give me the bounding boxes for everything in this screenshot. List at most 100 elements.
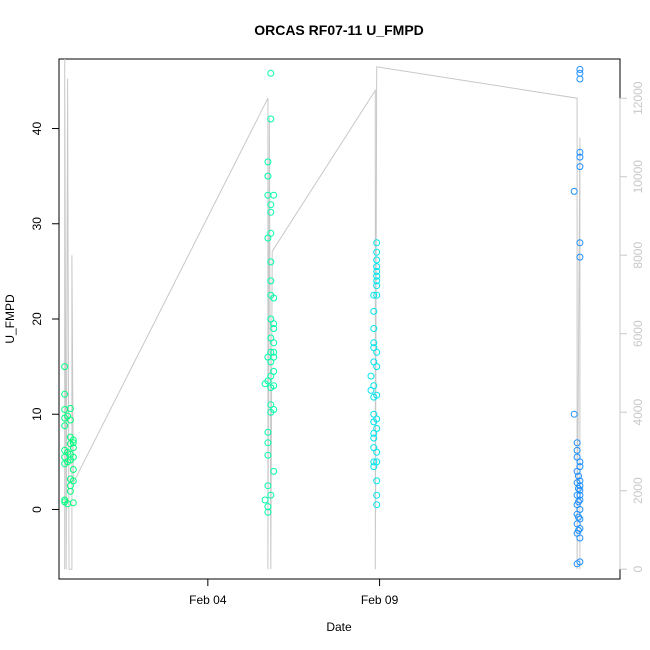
data-point (66, 416, 74, 424)
data-point (270, 382, 278, 390)
data-point (267, 491, 275, 499)
data-point (267, 115, 275, 123)
data-point (373, 458, 381, 466)
data-point (370, 339, 378, 347)
data-point (576, 491, 584, 499)
data-point (267, 277, 275, 285)
data-point (373, 501, 381, 509)
data-point (576, 163, 584, 171)
data-point (270, 406, 278, 413)
y2-axis: 0 2000 4000 6000 8000 10000 12000 (619, 81, 645, 573)
x-axis-label: Date (326, 620, 352, 634)
data-point (69, 436, 77, 444)
data-point (270, 367, 278, 375)
y2-tick-label: 10000 (631, 160, 645, 194)
data-point (264, 439, 272, 447)
data-point (373, 248, 381, 256)
data-point (573, 446, 581, 454)
data-point (576, 239, 584, 247)
secondary-trace-layer (64, 58, 581, 570)
y-tick-label: 30 (30, 217, 44, 231)
data-point (570, 410, 578, 418)
chart-title: ORCAS RF07-11 U_FMPD (254, 22, 424, 38)
data-point (270, 467, 278, 475)
y2-tick-label: 12000 (631, 81, 645, 115)
x-tick-label: Feb 04 (189, 593, 227, 607)
data-point (573, 439, 581, 447)
data-point (66, 487, 74, 495)
data-point (373, 363, 381, 371)
data-point (370, 458, 378, 466)
data-point (373, 425, 381, 432)
data-point (373, 272, 381, 280)
data-point (373, 477, 381, 485)
data-point (576, 486, 584, 494)
y-axis: 0 10 20 30 40 (30, 122, 60, 513)
data-point (69, 439, 77, 447)
data-point (576, 69, 584, 77)
y2-tick-label: 6000 (631, 320, 645, 347)
data-point (264, 428, 272, 436)
data-point (575, 485, 582, 492)
y2-tick-label: 0 (631, 566, 645, 573)
data-point (575, 472, 582, 480)
data-point (267, 208, 275, 216)
data-point (576, 515, 584, 523)
data-point (264, 158, 272, 166)
data-point (373, 277, 381, 285)
data-point (576, 148, 584, 156)
data-point (264, 451, 272, 459)
data-point (576, 525, 584, 532)
data-point (576, 75, 584, 83)
data-point (576, 253, 584, 261)
data-point (69, 499, 77, 507)
data-point (367, 386, 375, 394)
data-point (261, 496, 269, 504)
series-line (64, 58, 581, 570)
data-point (373, 415, 381, 423)
y2-tick-label: 8000 (631, 242, 645, 269)
y-tick-label: 0 (30, 506, 44, 513)
data-point (570, 187, 578, 195)
data-point (264, 172, 272, 180)
y2-tick-label: 2000 (631, 477, 645, 504)
data-point (61, 422, 69, 430)
data-point (66, 405, 74, 412)
data-point (373, 491, 381, 499)
y2-tick-label: 4000 (631, 399, 645, 426)
data-point (264, 482, 272, 490)
data-point (373, 291, 381, 299)
y-tick-label: 10 (30, 407, 44, 421)
data-point (267, 201, 275, 209)
data-point (270, 339, 278, 347)
y-tick-label: 40 (30, 122, 44, 136)
data-point (264, 508, 272, 516)
data-point (576, 534, 584, 542)
x-tick-label: Feb 09 (361, 593, 399, 607)
data-point (576, 463, 584, 471)
data-point (69, 477, 77, 485)
data-point (267, 69, 275, 77)
data-point (61, 390, 69, 398)
data-point (575, 513, 582, 521)
data-point (373, 239, 381, 247)
data-point (373, 348, 381, 356)
data-point (270, 320, 278, 328)
data-point (270, 325, 278, 332)
x-axis: Feb 04 Feb 09 (189, 578, 399, 607)
data-point (61, 363, 69, 371)
data-point (69, 466, 77, 473)
y-tick-label: 20 (30, 312, 44, 326)
data-point (576, 66, 584, 73)
data-point (576, 496, 584, 504)
y-axis-label: U_FMPD (3, 294, 17, 344)
data-points-layer (61, 66, 584, 568)
data-point (575, 498, 582, 506)
data-point (367, 372, 375, 380)
data-point (576, 153, 584, 161)
data-point (270, 191, 278, 199)
plot-frame (58, 58, 621, 580)
data-point (373, 282, 381, 290)
data-point (270, 348, 278, 356)
